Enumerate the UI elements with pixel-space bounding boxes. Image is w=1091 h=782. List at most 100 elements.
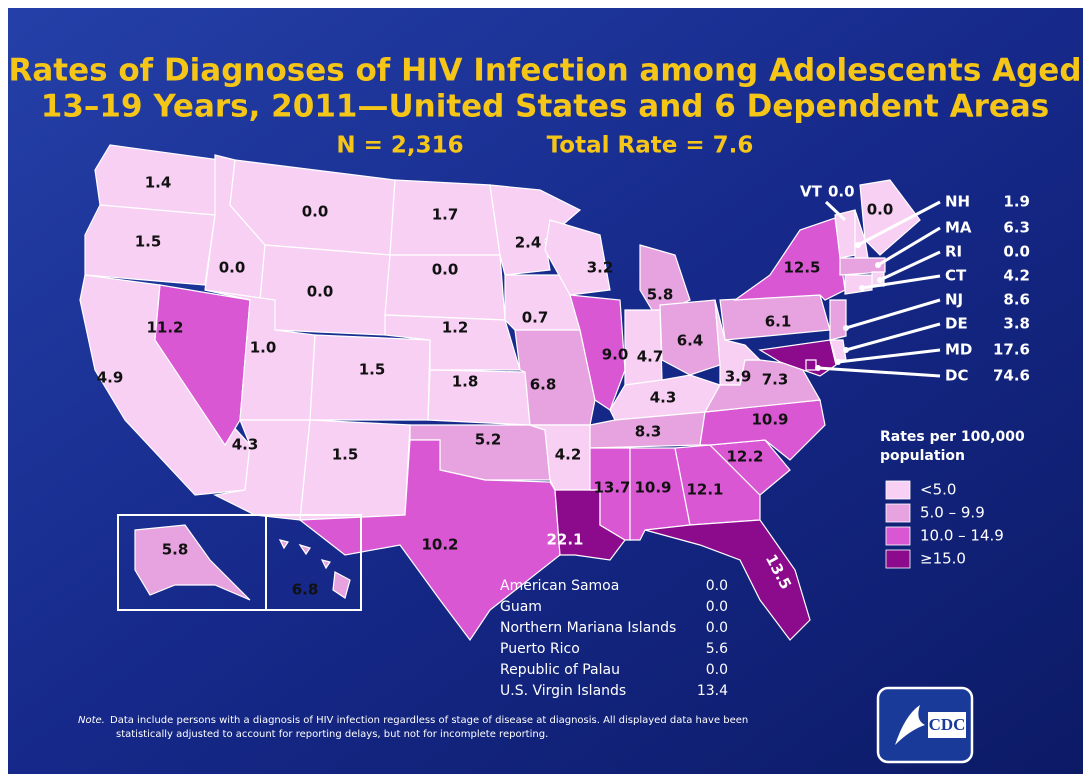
area-name: American Samoa — [500, 578, 619, 594]
state-rate: 8.6 — [1003, 291, 1030, 309]
arrow-head — [855, 242, 861, 248]
state-rate: 1.5 — [332, 446, 359, 464]
state-rate: 5.8 — [162, 541, 189, 559]
state-rate: 4.2 — [555, 446, 582, 464]
state-rate: 0.0 — [867, 201, 894, 219]
state-rate: 6.1 — [765, 313, 792, 331]
state-abbr: NJ — [945, 291, 963, 309]
state-rate: 0.0 — [302, 203, 329, 221]
logo-emblem — [895, 705, 925, 745]
total-rate: Total Rate = 7.6 — [547, 133, 754, 159]
labels: 1.4 1.5 4.9 11.2 0.0 0.0 0.0 1.0 1.5 4.3 1.5 1.7 0.0… — [97, 174, 1030, 599]
arrow — [845, 298, 941, 330]
state-rate: 4.2 — [1003, 267, 1030, 285]
state-rate: 4.9 — [97, 369, 124, 387]
area-rate: 0.0 — [706, 620, 728, 636]
state-rate: 0.0 — [1003, 243, 1030, 261]
area-rate: 5.6 — [706, 641, 728, 657]
area-rate: 0.0 — [706, 578, 728, 594]
state-rate: 12.2 — [726, 448, 763, 466]
state — [844, 274, 873, 295]
state — [644, 519, 811, 641]
n-count: N = 2,316 — [336, 133, 463, 159]
legend-label: 5.0 – 9.9 — [920, 504, 985, 522]
state-rate: 0.0 — [828, 183, 855, 201]
legend-swatch — [885, 503, 911, 523]
legend-label: 10.0 – 14.9 — [920, 527, 1004, 545]
map — [79, 144, 921, 642]
state-abbr: DE — [945, 315, 968, 333]
arrow — [824, 200, 847, 222]
state-abbr: VT — [800, 183, 823, 201]
legend-swatch — [885, 549, 911, 569]
state-rate: 10.9 — [634, 479, 671, 497]
state — [299, 419, 411, 521]
state — [154, 284, 251, 447]
state-rate: 1.7 — [432, 206, 459, 224]
note-line: statistically adjusted to account for re… — [116, 729, 548, 740]
logo-text: CDC — [929, 715, 966, 734]
legend-label: <5.0 — [920, 481, 956, 499]
state — [134, 524, 251, 601]
legend-title: Rates per 100,000 — [880, 429, 1025, 445]
area-name: U.S. Virgin Islands — [500, 683, 626, 699]
state-rate: 1.0 — [250, 339, 277, 357]
state-rate: 5.8 — [647, 286, 674, 304]
state-rate: 6.4 — [677, 332, 704, 350]
state-rate: 22.1 — [546, 531, 583, 549]
area-rate: 0.0 — [706, 662, 728, 678]
state-abbr: CT — [945, 267, 967, 285]
state-abbr: NH — [945, 193, 970, 211]
state — [699, 399, 826, 461]
area-name: Republic of Palau — [500, 662, 620, 678]
arrow-head — [843, 325, 849, 331]
state-rate: 6.3 — [1003, 219, 1030, 237]
state-rate: 13.7 — [593, 479, 630, 497]
state — [839, 257, 886, 276]
arrow — [861, 274, 941, 290]
state-rate: 10.2 — [421, 536, 458, 554]
state-rate: 6.8 — [292, 581, 319, 599]
state-rate: 0.0 — [219, 259, 246, 277]
state-rate: 1.8 — [452, 373, 479, 391]
hawaii-island — [332, 571, 351, 599]
title-line: 13–19 Years, 2011—United States and 6 De… — [41, 89, 1050, 125]
state — [298, 439, 561, 642]
state-rate: 5.2 — [475, 431, 502, 449]
state-abbr: RI — [945, 243, 962, 261]
arrow-head — [877, 277, 883, 283]
state — [829, 299, 847, 341]
state-rate: 17.6 — [993, 341, 1030, 359]
hawaii-island — [278, 539, 289, 550]
state-rate: 0.7 — [522, 309, 549, 327]
legend-title: population — [880, 448, 965, 464]
area-name: Northern Mariana Islands — [500, 620, 676, 636]
state-rate: 0.0 — [432, 261, 459, 279]
state-rate: 3.2 — [587, 259, 614, 277]
state-rate: 4.3 — [650, 389, 677, 407]
state-rate: 12.1 — [686, 481, 723, 499]
title-line: Rates of Diagnoses of HIV Infection amon… — [8, 53, 1081, 89]
area-rate: 13.4 — [697, 683, 728, 699]
state-rate: 3.9 — [725, 368, 752, 386]
state-rate: 12.5 — [783, 259, 820, 277]
arrow-head — [859, 285, 865, 291]
state-rate: 7.3 — [762, 371, 789, 389]
state-rate: 0.0 — [307, 283, 334, 301]
arrow-head — [835, 359, 841, 365]
legend-swatch — [885, 480, 911, 500]
area-rate: 0.0 — [706, 599, 728, 615]
note-line: Data include persons with a diagnosis of… — [110, 715, 748, 726]
area-name: Puerto Rico — [500, 641, 580, 657]
legend-label: ≥15.0 — [920, 550, 966, 568]
note-lead: Note. — [78, 715, 105, 726]
logo-plate — [928, 712, 966, 738]
state-rate: 74.6 — [993, 367, 1030, 385]
state — [259, 244, 391, 336]
arrow — [845, 322, 941, 352]
state-rate: 6.8 — [530, 376, 557, 394]
hawaii-island — [320, 559, 331, 570]
arrow-head — [843, 347, 849, 353]
arrow-head — [815, 365, 821, 371]
legend-swatch — [885, 526, 911, 546]
